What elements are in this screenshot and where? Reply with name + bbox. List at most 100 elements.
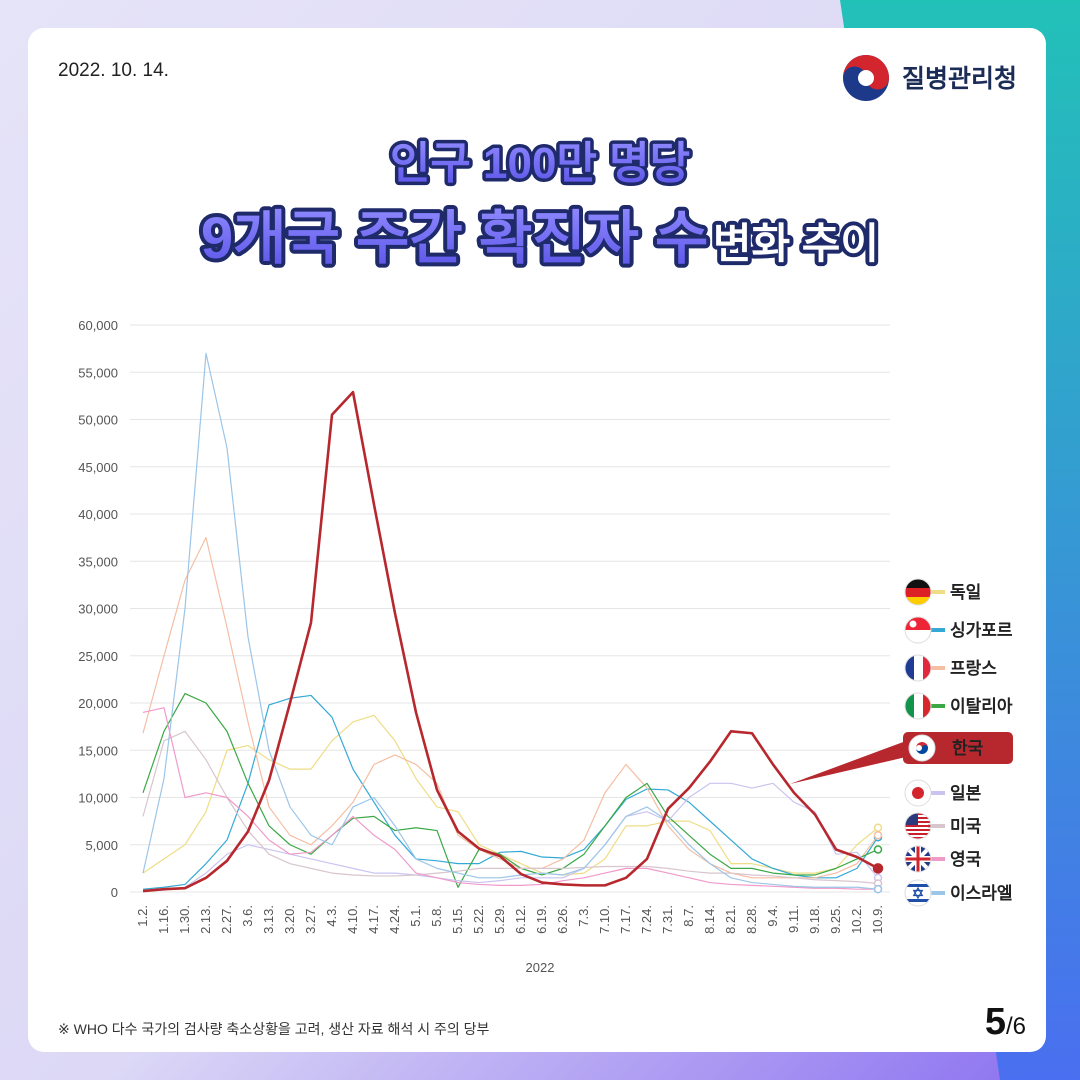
x-tick-label: 3.27. [303, 905, 318, 934]
series-line [142, 692, 879, 888]
x-tick-label: 7.3. [576, 905, 591, 927]
flag-part [905, 588, 931, 597]
callout-pointer [790, 741, 906, 784]
x-tick-label: 2.13. [198, 905, 213, 934]
legend-item: 일본 [904, 779, 982, 807]
flag-border [904, 578, 932, 606]
y-tick-label: 5,000 [85, 838, 118, 853]
series-line [142, 707, 878, 890]
legend-flag [904, 845, 932, 873]
end-marker [872, 863, 884, 874]
legend-label: 한국 [952, 739, 984, 758]
x-tick-label: 6.26. [555, 905, 570, 934]
legend-item: 이스라엘 [904, 879, 1013, 907]
series-line [142, 782, 879, 892]
y-tick-label: 20,000 [78, 696, 118, 711]
y-tick-label: 0 [111, 885, 118, 900]
x-tick-label: 1.2. [135, 905, 150, 927]
x-axis-title: 2022 [526, 960, 555, 975]
y-tick-label: 60,000 [78, 318, 118, 333]
flag-part [914, 693, 923, 719]
y-tick-label: 15,000 [78, 743, 118, 758]
date: 2022. 10. 14. [58, 60, 169, 81]
flag [905, 655, 931, 681]
flag-part [914, 655, 923, 681]
flag-part [905, 579, 931, 588]
x-tick-label: 5.1. [408, 905, 423, 927]
flag-border [904, 845, 932, 873]
series-line [142, 694, 879, 890]
flag-part [916, 745, 928, 754]
legend-item: 영국 [904, 845, 982, 873]
x-tick-label: 8.7. [681, 905, 696, 927]
x-tick-label: 10.9. [870, 905, 885, 934]
legend-flag [904, 812, 932, 840]
x-tick-label: 4.10. [345, 905, 360, 934]
flag-part [923, 655, 931, 681]
flag-part [905, 655, 914, 681]
flag [905, 880, 931, 906]
legend-item: 싱가포르 [904, 616, 1013, 644]
legend-label: 싱가포르 [950, 621, 1013, 640]
x-tick-label: 3.6. [240, 905, 255, 927]
y-tick-label: 55,000 [78, 365, 118, 380]
x-tick-label: 4.24. [387, 905, 402, 934]
flag-part [905, 693, 914, 719]
series-line [142, 714, 879, 876]
series-line [142, 390, 879, 893]
flag-border [908, 734, 936, 762]
end-marker [873, 831, 883, 840]
x-tick-label: 8.21. [723, 905, 738, 934]
legend-label: 영국 [950, 850, 982, 869]
flag [905, 846, 931, 872]
x-tick-label: 10.2. [849, 905, 864, 934]
x-tick-label: 3.13. [261, 905, 276, 934]
flag [905, 693, 931, 719]
legend-label: 프랑스 [950, 659, 997, 678]
legend-item: 이탈리아 [904, 692, 1013, 720]
legend-label: 이탈리아 [950, 696, 1013, 716]
flag-part [912, 886, 924, 900]
x-tick-label: 5.29. [492, 905, 507, 934]
x-tick-label: 2.27. [219, 905, 234, 934]
legend-item: 한국 [903, 732, 1013, 764]
legend-label: 이스라엘 [950, 884, 1013, 903]
x-tick-label: 9.11. [786, 905, 801, 933]
y-tick-label: 45,000 [78, 460, 118, 475]
y-tick-label: 25,000 [78, 649, 118, 664]
y-tick-label: 10,000 [78, 791, 118, 806]
x-tick-label: 8.14. [702, 905, 717, 934]
legend-flag [904, 616, 932, 644]
y-tick-label: 30,000 [78, 602, 118, 617]
flag-border [904, 879, 932, 907]
flag-part [905, 597, 931, 605]
end-marker [873, 845, 883, 854]
flag [909, 735, 935, 761]
footnote: ※ WHO 다수 국가의 검사량 축소상황을 고려, 생산 자료 해석 시 주의… [58, 1021, 490, 1037]
x-tick-label: 9.25. [828, 905, 843, 934]
x-tick-label: 5.22. [471, 905, 486, 934]
legend-label: 일본 [950, 784, 982, 803]
agency-name: 질병관리청 [902, 65, 1017, 93]
flag [905, 813, 931, 839]
flag-part [905, 829, 931, 831]
x-tick-label: 6.19. [534, 905, 549, 934]
y-tick-label: 35,000 [78, 554, 118, 569]
title-main: 9개국 주간 확진자 수 [201, 206, 708, 271]
flag-part [923, 693, 931, 719]
series-line [142, 352, 879, 890]
flag-part [905, 884, 931, 887]
x-tick-label: 7.10. [597, 905, 612, 934]
x-tick-label: 5.15. [450, 905, 465, 934]
x-tick-label: 8.28. [744, 905, 759, 934]
flag-part [905, 899, 931, 902]
x-tick-label: 1.16. [156, 905, 171, 934]
legend-flag [904, 779, 932, 807]
flag-part [909, 620, 917, 628]
x-tick-label: 6.12. [513, 905, 528, 934]
x-tick-label: 7.17. [618, 905, 633, 934]
legend-item: 프랑스 [904, 654, 997, 682]
x-tick-label: 9.4. [765, 905, 780, 927]
